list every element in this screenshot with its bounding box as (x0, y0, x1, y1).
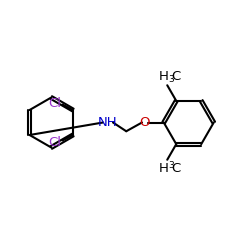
Text: C: C (172, 70, 181, 83)
Text: H: H (158, 162, 168, 175)
Text: NH: NH (98, 116, 117, 129)
Text: 3: 3 (168, 161, 174, 170)
Text: O: O (140, 116, 150, 129)
Text: 3: 3 (168, 75, 174, 84)
Text: H: H (158, 70, 168, 83)
Text: Cl: Cl (48, 136, 61, 148)
Text: Cl: Cl (48, 96, 61, 110)
Text: C: C (172, 162, 181, 175)
